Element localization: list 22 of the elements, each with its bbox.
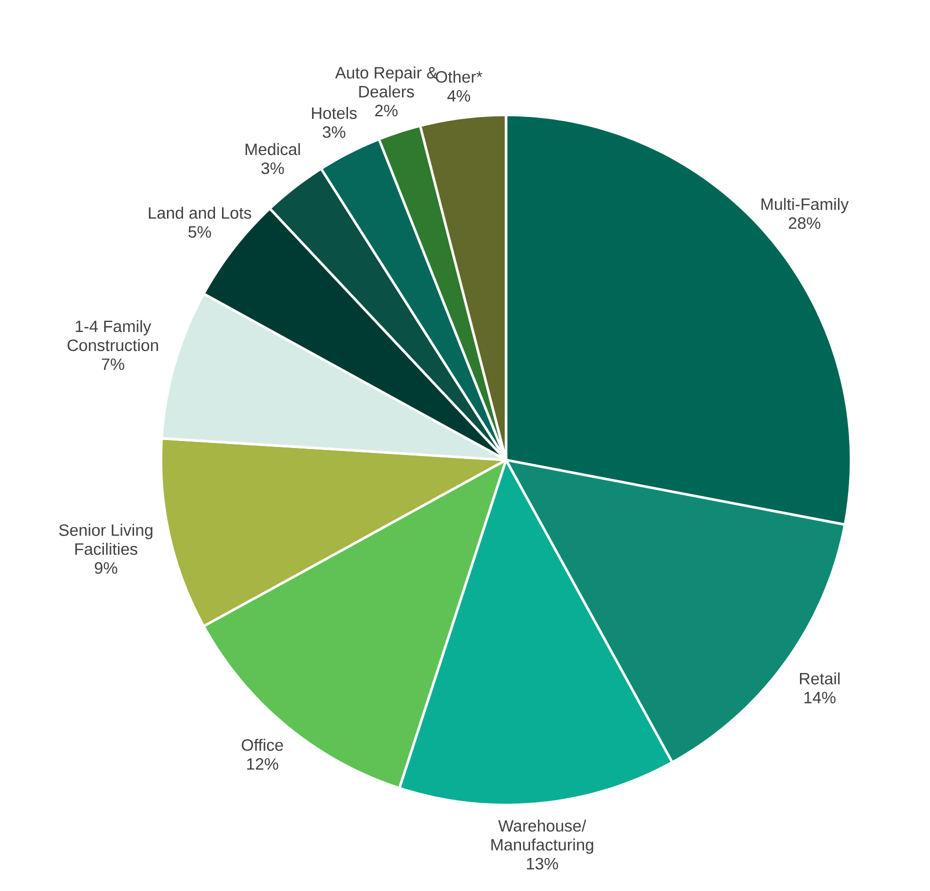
slice-label: Auto Repair & Dealers (335, 66, 438, 98)
data-label: 3% (322, 126, 346, 138)
data-label: 13% (526, 858, 558, 870)
slice-label: Hotels (312, 106, 357, 119)
slice-label: Other* (436, 70, 482, 83)
slice-label: Retail (800, 672, 840, 684)
data-label: 14% (804, 692, 836, 704)
data-label: 2% (375, 104, 398, 116)
data-label: 12% (247, 758, 278, 770)
slice-label: Medical (246, 143, 300, 156)
slice-label: Office (242, 738, 283, 751)
data-label: 3% (261, 162, 284, 174)
data-label: 5% (188, 226, 211, 238)
data-label: 28% (788, 217, 820, 229)
slice-label: 1-4 Family Construction (68, 320, 158, 352)
data-label: 9% (94, 562, 118, 574)
slice-label: Warehouse/ Manufacturing (491, 820, 594, 854)
data-label: 4% (447, 90, 470, 102)
slice-label: Multi-Family (762, 198, 849, 214)
slice-label: Land and Lots (148, 206, 252, 219)
slice-label: Senior Living Facilities (59, 524, 152, 555)
data-label: 7% (102, 358, 124, 370)
